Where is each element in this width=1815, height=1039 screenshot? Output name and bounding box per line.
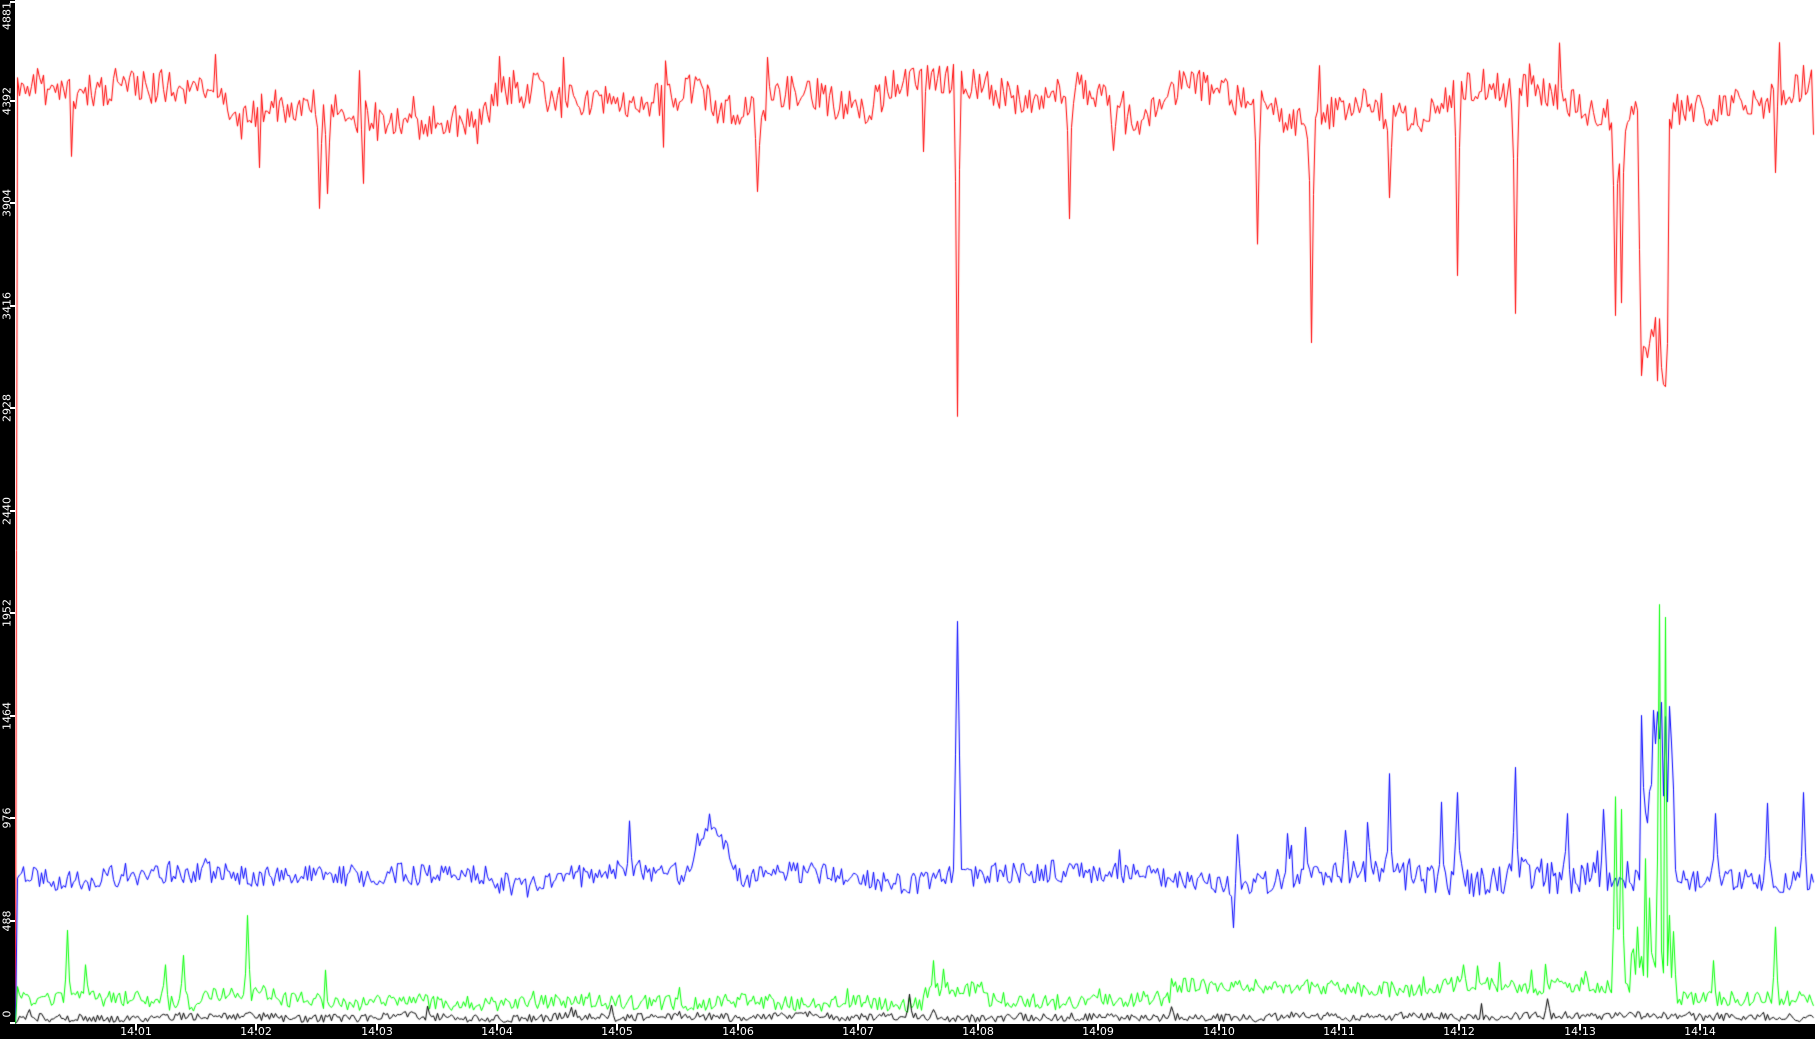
x-tick-label: 14:14 <box>1684 1025 1716 1038</box>
x-tick-label: 14:04 <box>481 1025 513 1038</box>
y-tick <box>10 1022 15 1024</box>
x-tick <box>1218 1024 1220 1030</box>
x-tick-label: 14:02 <box>240 1025 272 1038</box>
x-tick <box>857 1024 859 1030</box>
x-tick-label: 14:08 <box>962 1025 994 1038</box>
y-tick-label: 2928 <box>0 394 14 422</box>
x-tick-label: 14:05 <box>601 1025 633 1038</box>
y-tick-label: 1952 <box>0 599 14 627</box>
x-tick <box>737 1024 739 1030</box>
y-tick <box>10 202 15 204</box>
y-tick-label: 2440 <box>0 497 14 525</box>
y-tick <box>10 100 15 102</box>
y-tick-label: 488 <box>0 910 14 932</box>
y-tick-label: 3904 <box>0 189 14 217</box>
x-tick <box>616 1024 618 1030</box>
y-tick <box>10 407 15 409</box>
y-axis-strip <box>0 0 15 1039</box>
x-tick-label: 14:06 <box>722 1025 754 1038</box>
x-tick <box>1458 1024 1460 1030</box>
x-tick-label: 14:07 <box>842 1025 874 1038</box>
y-tick-label: 4881 <box>0 2 14 30</box>
x-tick-label: 14:11 <box>1323 1025 1355 1038</box>
x-axis-strip <box>0 1024 1815 1039</box>
x-tick <box>376 1024 378 1030</box>
y-tick-label: 0 <box>0 1010 14 1018</box>
x-tick <box>1097 1024 1099 1030</box>
x-tick-label: 14:03 <box>361 1025 393 1038</box>
y-tick <box>10 612 15 614</box>
x-tick <box>496 1024 498 1030</box>
x-tick-label: 14:12 <box>1443 1025 1475 1038</box>
y-tick <box>10 1 15 3</box>
y-tick <box>10 305 15 307</box>
y-tick-label: 1464 <box>0 702 14 730</box>
y-tick-label: 3416 <box>0 292 14 320</box>
x-tick <box>135 1024 137 1030</box>
x-tick <box>1338 1024 1340 1030</box>
y-tick <box>10 715 15 717</box>
y-tick <box>10 817 15 819</box>
x-tick <box>1699 1024 1701 1030</box>
y-tick <box>10 510 15 512</box>
x-tick-label: 14:09 <box>1082 1025 1114 1038</box>
y-tick-label: 4392 <box>0 87 14 115</box>
x-tick <box>1579 1024 1581 1030</box>
y-tick-label: 976 <box>0 807 14 829</box>
x-tick-label: 14:01 <box>120 1025 152 1038</box>
x-tick <box>255 1024 257 1030</box>
x-tick-label: 14:10 <box>1203 1025 1235 1038</box>
y-tick <box>10 920 15 922</box>
x-tick-label: 14:13 <box>1564 1025 1596 1038</box>
x-tick <box>977 1024 979 1030</box>
